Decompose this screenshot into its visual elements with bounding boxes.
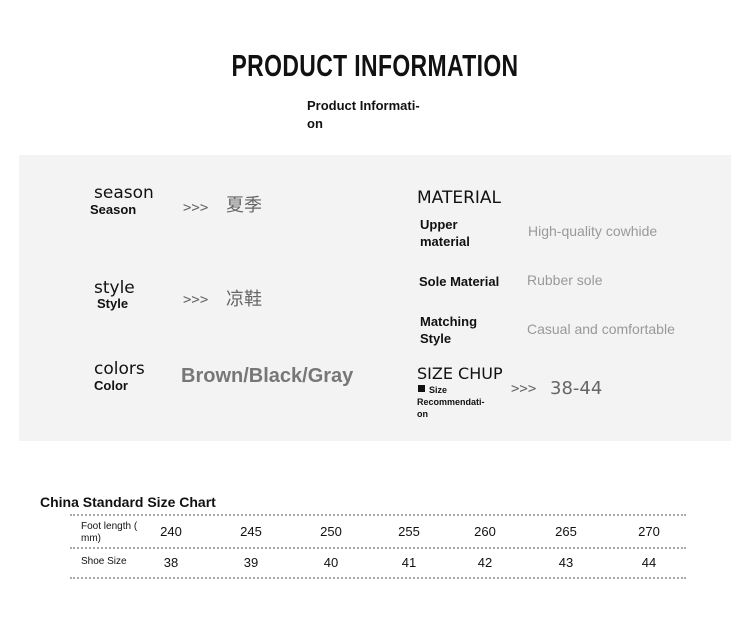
- arrow: >>>: [511, 381, 537, 397]
- table-cell: 43: [558, 555, 574, 570]
- spec-panel: [19, 155, 731, 441]
- spec-value: Rubber sole: [527, 272, 603, 288]
- spec-value: Brown/Black/Gray: [181, 365, 354, 387]
- arrow: >>>: [183, 200, 209, 216]
- spec-value: 夏季: [226, 195, 262, 216]
- table-cell: 42: [477, 555, 493, 570]
- spec-label: Style: [97, 296, 129, 311]
- arrow: >>>: [183, 292, 209, 308]
- bullet: [418, 385, 425, 392]
- spec-label: Season: [90, 202, 137, 217]
- row-label: Foot length ( mm): [81, 521, 138, 544]
- table-cell: 38: [163, 555, 179, 570]
- divider: [70, 577, 686, 579]
- spec-value: 凉鞋: [226, 289, 262, 310]
- spec-heading: style: [94, 278, 135, 298]
- row-label: Shoe Size: [81, 556, 127, 567]
- table-cell: 44: [641, 555, 657, 570]
- size-note: Size Recommendati- on: [417, 385, 485, 419]
- divider: [70, 547, 686, 549]
- table-cell: 250: [320, 524, 342, 539]
- table-cell: 270: [638, 524, 660, 539]
- spec-value: High-quality cowhide: [528, 223, 658, 239]
- spec-value: 38-44: [550, 378, 603, 399]
- title: PRODUCT INFORMATION: [231, 48, 519, 83]
- table-cell: 245: [240, 524, 262, 539]
- table-title: China Standard Size Chart: [40, 494, 216, 510]
- subtitle: Product Informati- on: [307, 98, 420, 131]
- table-cell: 240: [160, 524, 182, 539]
- spec-label: Sole Material: [419, 274, 500, 289]
- spec-label: Upper material: [420, 217, 470, 249]
- table-cell: 255: [398, 524, 420, 539]
- spec-heading: season: [94, 183, 154, 203]
- spec-heading: SIZE CHUP: [417, 364, 503, 383]
- table-cell: 39: [243, 555, 259, 570]
- spec-heading: colors: [94, 359, 145, 379]
- spec-label: Color: [94, 378, 128, 393]
- divider: [70, 514, 686, 516]
- spec-label: Matching Style: [420, 314, 478, 346]
- table-cell: 265: [555, 524, 577, 539]
- spec-value: Casual and comfortable: [527, 321, 675, 337]
- spec-heading: MATERIAL: [417, 188, 502, 208]
- table-cell: 41: [401, 555, 417, 570]
- table-cell: 40: [323, 555, 339, 570]
- table-cell: 260: [474, 524, 496, 539]
